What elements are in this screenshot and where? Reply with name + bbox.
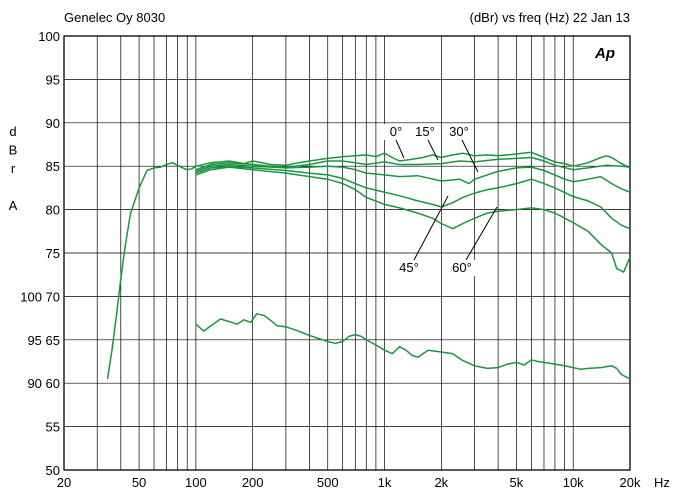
annotation-leader-line <box>461 139 479 173</box>
response-curve-series <box>195 165 631 230</box>
annotation-label: 15° <box>415 124 435 139</box>
x-tick-label: 5k <box>510 475 524 490</box>
annotation-leader-line <box>395 139 405 159</box>
x-axis-unit: Hz <box>654 475 670 490</box>
annotation-label: 45° <box>399 260 419 275</box>
x-tick-label: 20k <box>620 475 641 490</box>
y-tick-label: 55 <box>46 420 60 435</box>
x-tick-label: 2k <box>434 475 448 490</box>
y-tick-label: 95 65 <box>27 333 60 348</box>
y-axis-label-char: B <box>9 143 18 158</box>
response-curve-series <box>195 163 631 193</box>
annotation-label-bg <box>396 260 422 276</box>
chart-title-right: (dBr) vs freq (Hz) 22 Jan 13 <box>470 10 630 25</box>
annotation-leader-line <box>427 139 439 161</box>
annotation-label-bg <box>446 124 472 140</box>
response-curve-series <box>195 156 631 171</box>
x-tick-label: 10k <box>563 475 584 490</box>
annotation-label-bg <box>383 124 409 140</box>
annotation-label: 60° <box>452 260 472 275</box>
y-axis-label: dBr A <box>9 124 18 213</box>
annotation-label: 0° <box>390 124 402 139</box>
y-axis-label-char: A <box>9 198 18 213</box>
y-axis-label-char: r <box>11 161 16 176</box>
y-tick-label: 95 <box>46 72 60 87</box>
response-curve-series <box>195 166 631 273</box>
y-tick-label: 50 <box>46 463 60 478</box>
ap-logo: Ap <box>594 45 615 62</box>
impedance-curve-series <box>195 313 631 380</box>
annotation-label: 30° <box>449 124 469 139</box>
angle-annotations: 0° 15° 30° 45° 60° <box>383 124 498 276</box>
chart-title-left: Genelec Oy 8030 <box>64 10 165 25</box>
annotation-label-bg <box>412 124 438 140</box>
series-layer <box>106 151 631 380</box>
x-tick-label: 500 <box>317 475 339 490</box>
x-tick-label: 100 <box>185 475 207 490</box>
y-tick-label: 100 70 <box>20 289 60 304</box>
y-tick-label: 100 <box>38 29 60 44</box>
y-tick-label: 90 <box>46 116 60 131</box>
chart-grid <box>64 36 630 470</box>
y-tick-label: 90 60 <box>27 376 60 391</box>
x-tick-label: 20 <box>57 475 71 490</box>
y-tick-label: 80 <box>46 203 60 218</box>
annotation-leader-line <box>465 206 498 261</box>
y-tick-label: 75 <box>46 246 60 261</box>
y-tick-label: 85 <box>46 159 60 174</box>
x-tick-label: 1k <box>378 475 392 490</box>
plot-frame <box>63 35 631 471</box>
x-tick-label: 200 <box>242 475 264 490</box>
response-curve-series <box>106 151 631 380</box>
y-axis-label-char: d <box>9 124 16 139</box>
x-tick-label: 50 <box>132 475 146 490</box>
annotation-label-bg <box>449 260 475 276</box>
tick-labels: 20 50 100 200 500 1k 2k 5k 10k 20k100959085807510… <box>20 29 641 490</box>
annotation-leader-line <box>413 195 449 261</box>
